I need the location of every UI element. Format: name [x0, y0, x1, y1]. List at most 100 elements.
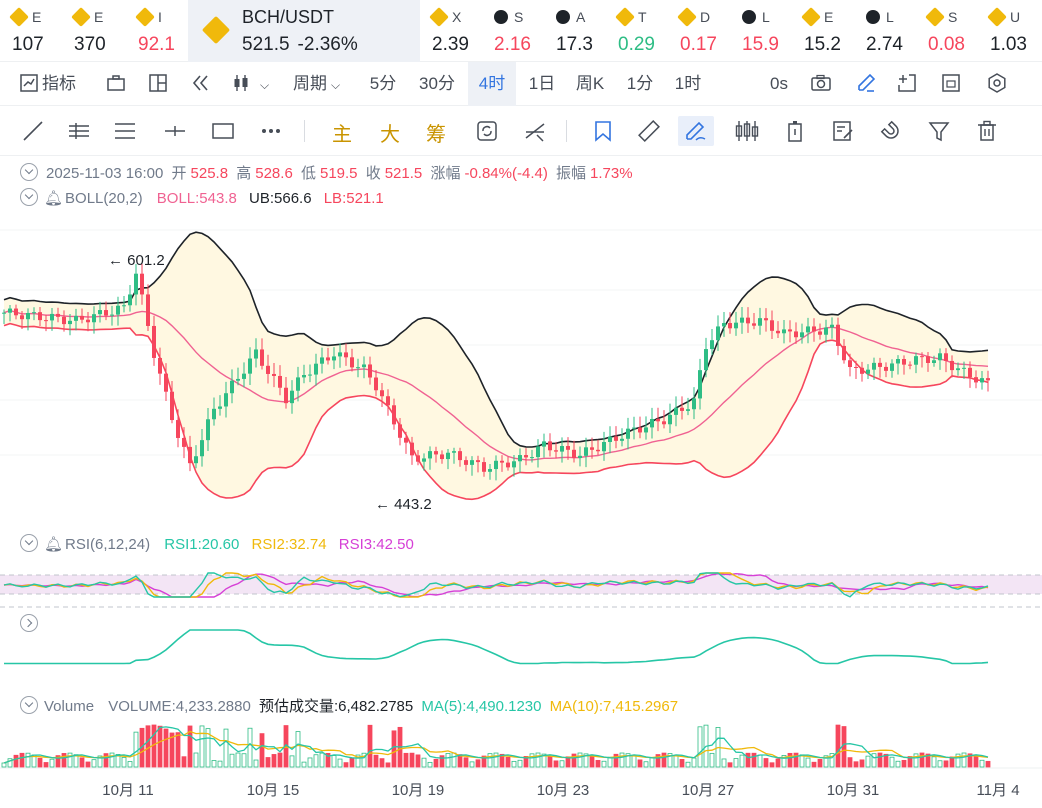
more-tools[interactable] [256, 116, 286, 146]
ticker-price-value: 0.29 [618, 34, 655, 55]
ticker-active[interactable]: BCH/USDT 521.5 -2.36% [188, 0, 420, 62]
collapse-chevron-icon[interactable] [20, 534, 38, 552]
candle-body [134, 273, 138, 295]
volume-bar [1, 762, 7, 768]
brush-tool[interactable] [678, 116, 714, 146]
chart-type-dropdown[interactable]: ⌵ [232, 62, 269, 106]
settings-button[interactable] [986, 62, 1008, 106]
fullscreen-button[interactable] [940, 62, 962, 106]
interval-1h[interactable]: 1时 [674, 74, 702, 93]
collapse-chevron-icon[interactable] [20, 696, 38, 714]
interval-30m[interactable]: 30分 [419, 74, 455, 93]
chip-button[interactable]: 筹 [426, 124, 446, 146]
ticker-item[interactable]: E 15.2 [792, 0, 854, 62]
magnet-tool[interactable] [876, 116, 906, 146]
ticker-item[interactable]: S 2.16 [482, 0, 544, 62]
ticker-item[interactable]: T 0.29 [606, 0, 668, 62]
candle-body [602, 442, 606, 452]
ticker-item[interactable]: U 1.03 [978, 0, 1042, 62]
ticker-item[interactable]: E 107 [0, 0, 62, 62]
big-order-button[interactable]: 大 [380, 124, 400, 146]
ticker-item[interactable]: I 92.1 [126, 0, 188, 62]
ticker-item[interactable]: A 17.3 [544, 0, 606, 62]
period-dropdown[interactable]: 周期 ⌵ [293, 62, 340, 106]
erase-lines-tool[interactable] [520, 116, 550, 146]
layout-button[interactable] [106, 62, 126, 106]
ticker-item[interactable]: E 370 [62, 0, 126, 62]
ruler-tool[interactable] [634, 116, 664, 146]
change-value: -0.84%(-4.4) [464, 165, 548, 182]
hline-tool[interactable] [64, 116, 94, 146]
candle-body [182, 437, 186, 447]
collapse-chevron-icon[interactable] [20, 188, 38, 206]
interval-5m[interactable]: 5分 [369, 74, 397, 93]
candle-body [416, 455, 420, 462]
replay-button[interactable] [190, 62, 212, 106]
volume-bar [445, 753, 451, 768]
volume-bar [187, 725, 193, 768]
candle-body [140, 273, 144, 295]
candle-style-tool[interactable] [732, 116, 762, 146]
candle-body [314, 363, 318, 375]
ticker-item[interactable]: X 2.39 [420, 0, 482, 62]
volume-bar [715, 727, 721, 768]
volume-bar [319, 752, 325, 768]
candle-body [926, 356, 930, 363]
rect-tool[interactable] [208, 116, 238, 146]
binance-diamond-icon [429, 7, 449, 27]
indicator-button[interactable]: 指标 [20, 62, 76, 106]
high-value: 528.6 [255, 165, 293, 182]
volume-bar [169, 732, 175, 768]
line-tool[interactable] [18, 116, 48, 146]
volume-bar [433, 758, 439, 768]
candle-body [608, 436, 612, 443]
multi-chart-button[interactable] [148, 62, 168, 106]
candle-body [944, 353, 948, 361]
volume-bar [823, 755, 829, 768]
interval-1w[interactable]: 周K [575, 74, 605, 93]
chain-circle-icon [866, 10, 880, 24]
ticker-symbol: BCH/USDT [242, 7, 335, 27]
delete-tool[interactable] [972, 116, 1002, 146]
channel-tool[interactable] [110, 116, 140, 146]
draw-button[interactable] [855, 62, 877, 106]
bell-icon[interactable]: 🔔︎ [44, 190, 64, 207]
ticker-price-value: 0.17 [680, 34, 717, 55]
volume-bar [967, 753, 973, 768]
screenshot-button[interactable] [810, 62, 832, 106]
candle-body [230, 380, 234, 394]
ticker-item[interactable]: L 15.9 [730, 0, 792, 62]
candle-body [326, 357, 330, 361]
rsi3-value: RSI3:42.50 [338, 536, 414, 553]
battery-tool[interactable] [780, 116, 810, 146]
candle-body [458, 451, 462, 461]
main-force-button[interactable]: 主 [332, 124, 352, 146]
candle-body [830, 324, 834, 328]
filter-tool[interactable] [924, 116, 954, 146]
ticker-item[interactable]: L 2.74 [854, 0, 916, 62]
sync-tool[interactable] [472, 116, 502, 146]
volume-bar [745, 752, 751, 768]
horizontal-ray-icon [165, 126, 185, 136]
volume-bar [415, 754, 421, 768]
candle-body [440, 454, 444, 460]
volume-bar [841, 726, 847, 768]
volume-bar [91, 759, 97, 768]
note-tool[interactable] [828, 116, 858, 146]
expand-chevron-icon[interactable] [20, 614, 38, 632]
ticker-item[interactable]: D 0.17 [668, 0, 730, 62]
bell-icon[interactable]: 🔔︎ [44, 536, 64, 553]
collapse-chevron-icon[interactable] [20, 163, 38, 181]
interval-1min[interactable]: 1分 [626, 74, 654, 93]
ticker-item[interactable]: S 0.08 [916, 0, 978, 62]
interval-1d[interactable]: 1日 [528, 74, 556, 93]
add-window-button[interactable] [896, 62, 918, 106]
candle-body [770, 320, 774, 331]
volume-bar [295, 731, 301, 768]
interval-4h[interactable]: 4时 [468, 62, 516, 106]
bookmark-tool[interactable] [588, 116, 618, 146]
volume-bar [31, 754, 37, 768]
ticker-price: 370 [74, 34, 106, 56]
ray-tool[interactable] [160, 116, 190, 146]
candle-body [932, 360, 936, 363]
